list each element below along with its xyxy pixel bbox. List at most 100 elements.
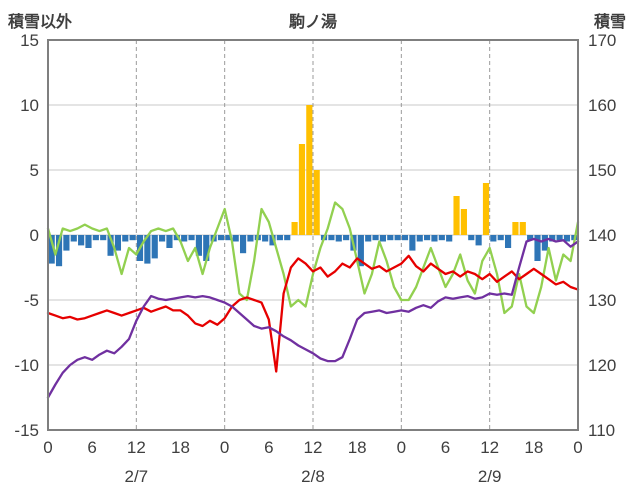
right-axis-tick-label: 140	[588, 226, 616, 245]
right-axis-tick-label: 130	[588, 291, 616, 310]
x-axis-tick-label: 0	[573, 438, 582, 457]
blue-bars-bar	[188, 235, 195, 241]
date-label: 2/9	[478, 467, 502, 486]
orange-bars-bar	[313, 170, 320, 235]
blue-bars-bar	[70, 235, 77, 242]
blue-bars-bar	[100, 235, 107, 241]
blue-bars-bar	[151, 235, 158, 259]
left-axis-title: 積雪以外	[8, 14, 73, 31]
left-axis-tick-label: 0	[30, 226, 39, 245]
blue-bars-bar	[225, 235, 232, 241]
orange-bars-bar	[298, 144, 306, 235]
x-axis-tick-label: 6	[87, 438, 96, 457]
blue-bars-bar	[276, 235, 283, 241]
x-axis-tick-label: 18	[348, 438, 367, 457]
x-axis-tick-label: 0	[397, 438, 406, 457]
purple-line	[46, 237, 580, 399]
blue-bars-bar	[372, 235, 379, 241]
x-axis-tick-label: 12	[127, 438, 146, 457]
x-axis-tick-label: 12	[480, 438, 499, 457]
blue-bars-bar	[541, 235, 548, 251]
right-axis-tick-label: 150	[588, 161, 616, 180]
x-axis-tick-label: 0	[43, 438, 52, 457]
blue-bars-bar	[114, 235, 122, 251]
blue-bars-bar	[247, 235, 254, 242]
orange-bars-bar	[291, 222, 298, 235]
left-axis-tick-label: -10	[14, 356, 39, 375]
blue-bars-bar	[475, 235, 482, 246]
blue-bars-bar	[48, 235, 55, 264]
blue-bars-bar	[365, 235, 372, 242]
blue-bars-bar	[416, 235, 423, 242]
blue-bars-bar	[343, 235, 350, 241]
blue-bars-bar	[232, 235, 239, 242]
left-axis-tick-label: 15	[20, 31, 39, 50]
orange-bars-bar	[482, 183, 490, 235]
blue-bars-bar	[217, 235, 225, 241]
blue-bars-bar	[357, 235, 364, 267]
blue-bars-bar	[195, 235, 202, 256]
blue-bars-bar	[328, 235, 335, 241]
chart-title: 駒ノ湯	[288, 14, 337, 31]
orange-bars-bar	[306, 105, 313, 235]
right-axis-tick-label: 110	[588, 421, 615, 440]
plot-border	[47, 39, 579, 431]
blue-bars-bar	[159, 235, 166, 242]
x-axis-tick-label: 6	[264, 438, 273, 457]
blue-bars-bar	[556, 235, 563, 241]
date-label: 2/7	[125, 467, 149, 486]
x-axis-tick-label: 6	[441, 438, 450, 457]
orange-bars-bar	[512, 222, 519, 235]
right-axis-tick-label: 120	[588, 356, 616, 375]
blue-bars-bar	[63, 235, 70, 251]
blue-bars-bar	[394, 235, 401, 241]
green-line	[46, 201, 580, 315]
blue-bars-bar	[409, 235, 416, 251]
red-line	[46, 254, 580, 373]
left-axis-tick-label: -5	[24, 291, 39, 310]
right-axis-title: 積雪	[593, 14, 626, 31]
x-axis-tick-label: 0	[220, 438, 229, 457]
blue-bars-bar	[387, 235, 394, 241]
blue-bars-bar	[497, 235, 504, 241]
blue-bars-bar	[122, 235, 129, 242]
blue-bars-bar	[527, 235, 534, 241]
blue-bars-bar	[563, 235, 571, 242]
left-axis-tick-label: 10	[20, 96, 39, 115]
blue-bars-bar	[269, 235, 276, 246]
x-axis-tick-label: 12	[304, 438, 323, 457]
blue-bars-bar	[55, 235, 63, 267]
blue-bars-bar	[144, 235, 151, 264]
orange-bars-bar	[519, 222, 526, 235]
blue-bars-bar	[239, 235, 247, 254]
blue-bars-bar	[78, 235, 85, 246]
blue-bars-bar	[284, 235, 291, 241]
blue-bars-bar	[468, 235, 475, 241]
blue-bars-bar	[173, 235, 180, 241]
blue-bars-bar	[203, 235, 210, 261]
blue-bars-bar	[446, 235, 453, 242]
blue-bars-bar	[424, 235, 431, 241]
blue-bars-bar	[181, 235, 188, 242]
blue-bars-bar	[262, 235, 269, 242]
blue-bars-bar	[92, 235, 99, 241]
blue-bars-bar	[504, 235, 512, 248]
x-axis-tick-label: 18	[524, 438, 543, 457]
blue-bars-bar	[490, 235, 497, 242]
blue-bars-bar	[438, 235, 445, 241]
right-axis-tick-label: 160	[588, 96, 616, 115]
orange-bars-bar	[453, 196, 460, 235]
x-axis-tick-label: 18	[171, 438, 190, 457]
orange-bars-bar	[460, 209, 467, 235]
right-axis-tick-label: 170	[588, 31, 616, 50]
blue-bars-bar	[401, 235, 409, 241]
left-axis-tick-label: 5	[30, 161, 39, 180]
blue-bars-bar	[85, 235, 92, 248]
blue-bars-bar	[379, 235, 387, 242]
left-axis-tick-label: -15	[14, 421, 39, 440]
blue-bars-bar	[431, 235, 438, 242]
blue-bars-bar	[335, 235, 342, 242]
blue-bars-bar	[129, 235, 136, 241]
